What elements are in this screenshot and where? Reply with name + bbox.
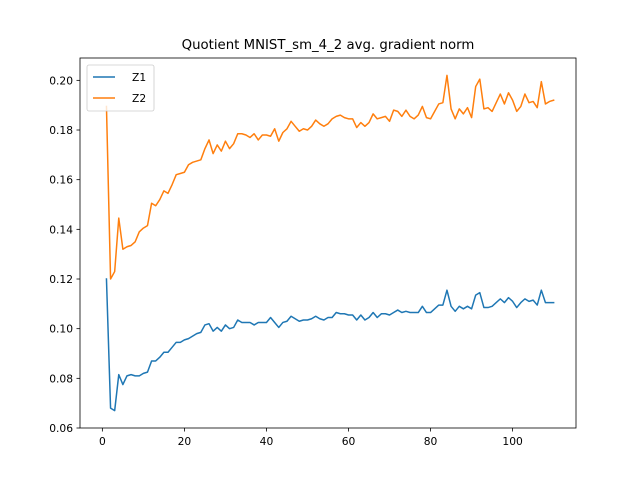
plot-area: [79, 57, 577, 429]
axes-frame: [79, 57, 577, 429]
y-tick-label: 0.10: [49, 323, 73, 336]
legend-label-z2: Z2: [132, 92, 146, 105]
x-axis: 0 20 40 60 80 100: [99, 428, 523, 448]
x-tick-label: 60: [342, 435, 356, 448]
chart-title: Quotient MNIST_sm_4_2 avg. gradient norm: [182, 38, 475, 53]
y-tick-label: 0.20: [49, 74, 73, 87]
legend-label-z1: Z1: [132, 71, 146, 84]
legend: Z1 Z2: [86, 64, 155, 112]
y-tick-label: 0.08: [49, 372, 73, 385]
x-tick-label: 20: [178, 435, 192, 448]
y-tick-label: 0.12: [49, 273, 73, 286]
y-tick-label: 0.06: [49, 422, 73, 435]
series-layer: [105, 74, 555, 412]
x-tick-label: 80: [424, 435, 438, 448]
x-tick-label: 40: [260, 435, 274, 448]
x-tick-label: 100: [502, 435, 523, 448]
y-tick-label: 0.18: [49, 124, 73, 137]
series-line-z2: [105, 74, 555, 280]
series-line-z1: [105, 278, 555, 412]
x-tick-label: 0: [99, 435, 106, 448]
y-axis: 0.06 0.08 0.10 0.12 0.14 0.16 0.18 0.20: [49, 74, 80, 435]
y-tick-label: 0.16: [49, 174, 73, 187]
y-tick-label: 0.14: [49, 223, 73, 236]
